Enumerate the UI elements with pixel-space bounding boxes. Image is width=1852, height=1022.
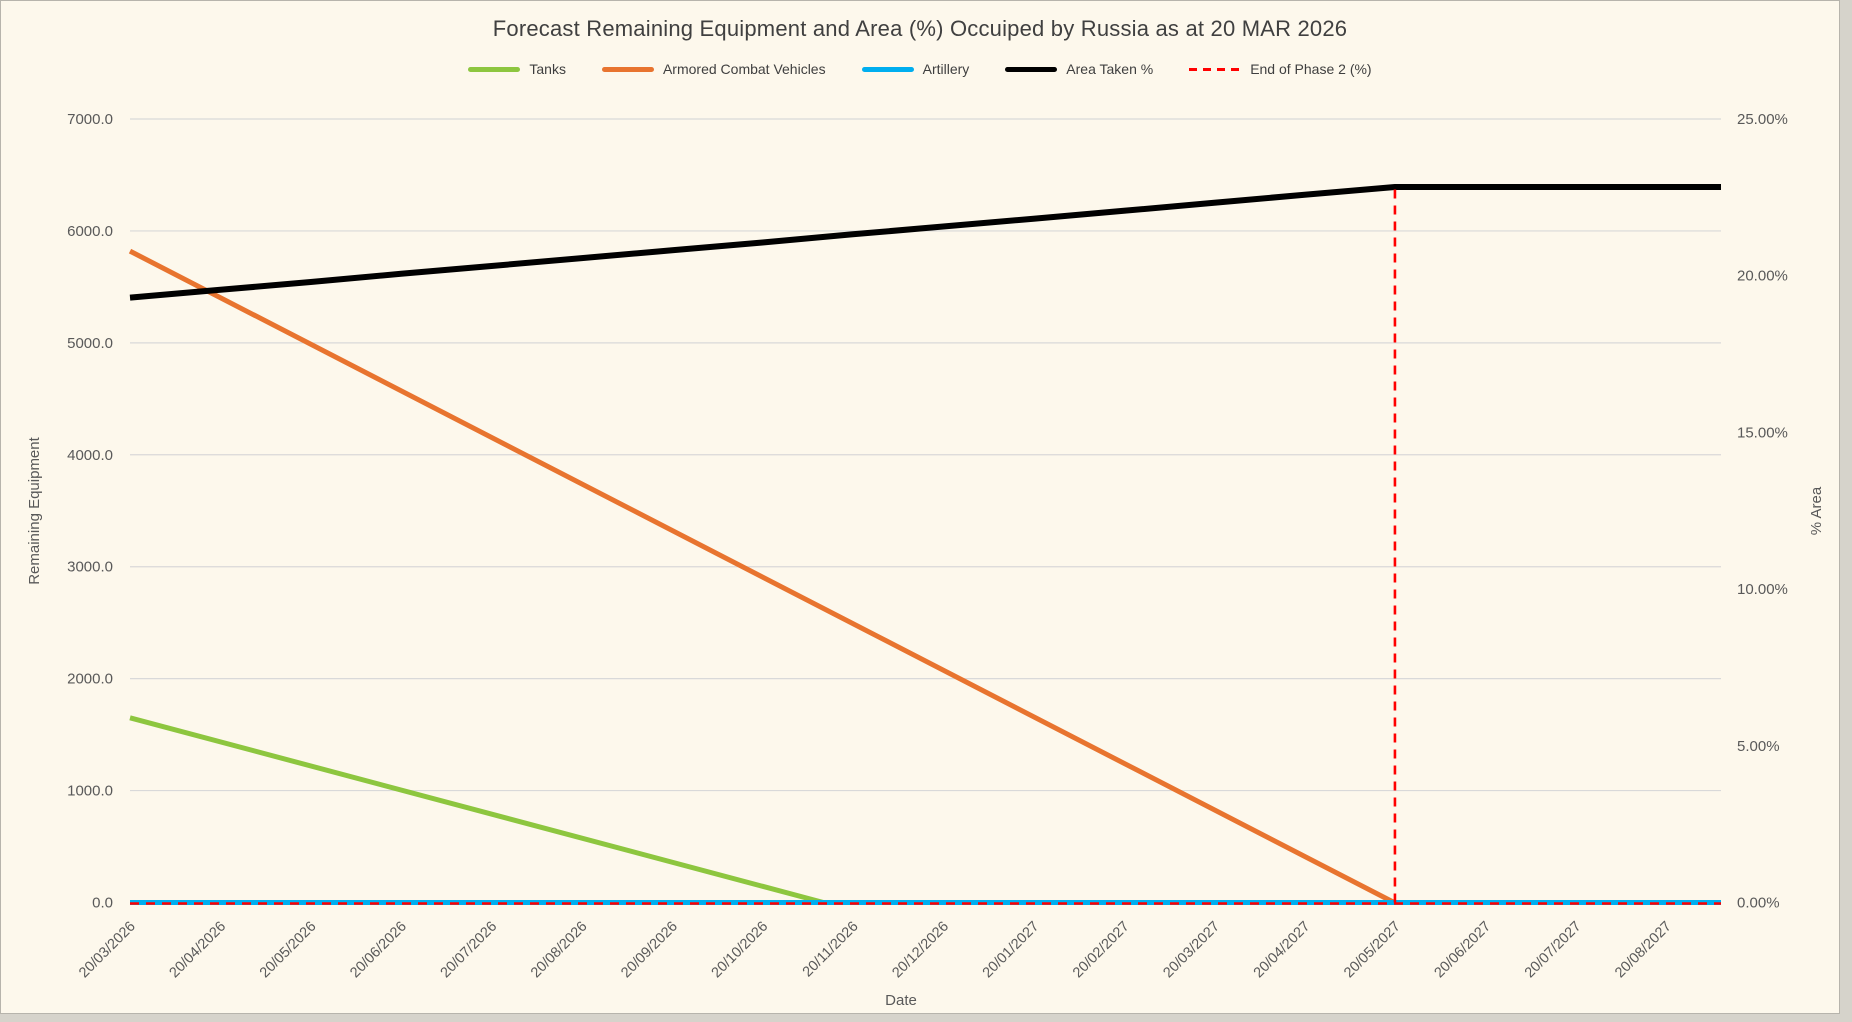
svg-text:3000.0: 3000.0 — [67, 559, 113, 576]
svg-text:20/10/2026: 20/10/2026 — [709, 919, 772, 982]
legend: Tanks Armored Combat Vehicles Artillery … — [1, 61, 1839, 77]
svg-text:20.00%: 20.00% — [1737, 268, 1788, 285]
area-taken-line-swatch-icon — [1005, 66, 1058, 72]
svg-text:20/04/2027: 20/04/2027 — [1251, 919, 1314, 982]
svg-text:0.00%: 0.00% — [1737, 895, 1780, 912]
left-axis-title: Remaining Equipment — [26, 436, 43, 584]
svg-text:20/06/2027: 20/06/2027 — [1431, 919, 1494, 982]
svg-text:5000.0: 5000.0 — [67, 335, 113, 352]
svg-text:20/03/2026: 20/03/2026 — [76, 919, 139, 982]
svg-text:20/05/2027: 20/05/2027 — [1341, 919, 1404, 982]
legend-label: Armored Combat Vehicles — [662, 61, 826, 77]
svg-text:20/08/2026: 20/08/2026 — [528, 919, 591, 982]
svg-text:15.00%: 15.00% — [1737, 424, 1788, 441]
svg-text:1000.0: 1000.0 — [67, 783, 113, 800]
legend-item-end-of-phase-2[interactable]: End of Phase 2 (%) — [1189, 61, 1372, 77]
legend-label: End of Phase 2 (%) — [1250, 61, 1372, 77]
svg-text:20/11/2026: 20/11/2026 — [800, 919, 862, 981]
legend-label: Area Taken % — [1066, 61, 1154, 77]
svg-text:2000.0: 2000.0 — [67, 671, 113, 688]
svg-text:20/06/2026: 20/06/2026 — [347, 919, 410, 982]
svg-text:7000.0: 7000.0 — [67, 111, 113, 128]
svg-text:20/03/2027: 20/03/2027 — [1160, 919, 1223, 982]
tanks-line-swatch-icon — [468, 66, 521, 72]
gridlines — [130, 118, 1721, 904]
svg-text:25.00%: 25.00% — [1737, 111, 1788, 128]
svg-text:20/08/2027: 20/08/2027 — [1612, 919, 1675, 982]
svg-text:10.00%: 10.00% — [1737, 581, 1788, 598]
x-axis-tick-labels: 20/03/2026 20/04/2026 20/05/2026 20/06/2026… — [76, 919, 1675, 982]
svg-text:0.0: 0.0 — [92, 895, 113, 912]
series-end-of-phase-2-line — [130, 187, 1721, 905]
legend-label: Artillery — [922, 61, 970, 77]
svg-text:20/04/2026: 20/04/2026 — [167, 919, 230, 982]
svg-text:20/07/2027: 20/07/2027 — [1522, 919, 1585, 982]
svg-text:20/07/2026: 20/07/2026 — [438, 919, 501, 982]
svg-text:6000.0: 6000.0 — [67, 223, 113, 240]
series-tanks-line — [129, 715, 1721, 905]
legend-item-tanks[interactable]: Tanks — [468, 61, 566, 77]
legend-item-area-taken[interactable]: Area Taken % — [1005, 61, 1153, 77]
svg-text:20/05/2026: 20/05/2026 — [257, 919, 320, 982]
right-axis-title: % Area — [1808, 486, 1825, 535]
x-axis-title: Date — [885, 992, 917, 1009]
axis-titles: Remaining Equipment % Area Date — [26, 436, 1825, 1009]
artillery-line-swatch-icon — [861, 66, 914, 72]
svg-text:20/01/2027: 20/01/2027 — [980, 919, 1043, 982]
chart-title: Forecast Remaining Equipment and Area (%… — [492, 16, 1348, 41]
left-axis-tick-labels: 0.0 1000.0 2000.0 3000.0 4000.0 5000.0 6000.0 7… — [67, 111, 113, 912]
legend-label: Tanks — [529, 61, 566, 77]
legend-item-artillery[interactable]: Artillery — [861, 61, 970, 77]
right-axis-tick-labels: 0.00% 5.00% 10.00% 15.00% 20.00% 25.00% — [1737, 111, 1788, 912]
svg-text:5.00%: 5.00% — [1737, 738, 1780, 755]
end-of-phase-2-dash-swatch-icon — [1189, 67, 1242, 71]
svg-text:20/09/2026: 20/09/2026 — [618, 919, 681, 982]
svg-text:20/02/2027: 20/02/2027 — [1070, 919, 1133, 982]
series-acv-line — [128, 248, 1721, 905]
legend-item-armored-combat-vehicles[interactable]: Armored Combat Vehicles — [601, 61, 826, 77]
svg-text:4000.0: 4000.0 — [67, 447, 113, 464]
series-area-taken-line — [129, 184, 1721, 301]
svg-text:20/12/2026: 20/12/2026 — [889, 919, 952, 982]
acv-line-swatch-icon — [601, 66, 654, 72]
